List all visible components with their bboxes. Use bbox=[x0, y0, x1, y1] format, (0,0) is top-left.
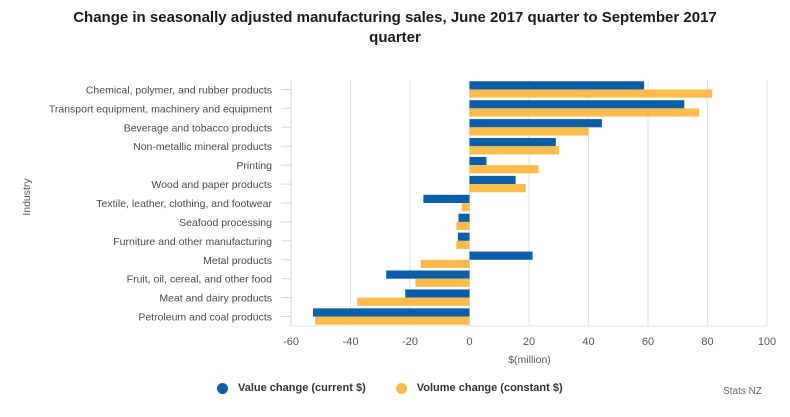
bar-volume-change bbox=[469, 165, 539, 174]
legend-dot-volume-icon bbox=[395, 382, 407, 394]
bar-volume-change bbox=[469, 108, 700, 117]
x-tick-label: 60 bbox=[642, 336, 654, 348]
bar-volume-change bbox=[456, 221, 470, 231]
category-label: Meat and dairy products bbox=[159, 293, 272, 305]
x-tick-label: -60 bbox=[283, 336, 299, 348]
bar-value-change bbox=[405, 289, 470, 298]
x-tick-labels: -60 -40 -20 0 20 40 60 80 100 bbox=[283, 336, 776, 348]
bars bbox=[313, 81, 713, 325]
category-label: Textile, leather, clothing, and footwear bbox=[96, 198, 272, 210]
category-label: Transport equipment, machinery and equip… bbox=[49, 103, 272, 115]
y-axis-title: Industry bbox=[21, 178, 33, 216]
bar-value-change bbox=[313, 308, 470, 317]
bar-volume-change bbox=[461, 203, 470, 212]
bar-value-change bbox=[457, 232, 470, 241]
bar-value-change bbox=[469, 81, 645, 90]
bar-volume-change bbox=[357, 297, 470, 306]
bar-value-change bbox=[458, 213, 470, 222]
legend-item-volume[interactable]: Volume change (constant $) bbox=[395, 382, 563, 394]
source-credit: Stats NZ bbox=[723, 386, 762, 397]
bar-volume-change bbox=[415, 278, 470, 287]
bar-volume-change bbox=[469, 146, 559, 155]
x-tick-label: -20 bbox=[402, 336, 418, 348]
bar-value-change bbox=[423, 194, 470, 203]
bar-volume-change bbox=[456, 240, 470, 250]
x-tick-label: 0 bbox=[466, 336, 472, 348]
bar-value-change bbox=[469, 119, 602, 128]
legend-item-value[interactable]: Value change (current $) bbox=[217, 382, 366, 394]
bar-value-change bbox=[469, 156, 487, 166]
bar-value-change bbox=[469, 175, 516, 185]
x-tick-label: 20 bbox=[523, 336, 535, 348]
category-label: Seafood processing bbox=[179, 217, 272, 229]
category-label: Beverage and tobacco products bbox=[124, 122, 272, 134]
category-label: Petroleum and coal products bbox=[138, 312, 272, 324]
x-tick-label: 100 bbox=[758, 336, 776, 348]
chart-title-line-1: Change in seasonally adjusted manufactur… bbox=[73, 9, 717, 26]
x-axis-title: $(million) bbox=[508, 354, 551, 366]
chart-title: Change in seasonally adjusted manufactur… bbox=[0, 8, 790, 48]
bar-volume-change bbox=[315, 316, 470, 325]
gridlines bbox=[290, 80, 768, 327]
category-label: Printing bbox=[236, 160, 272, 172]
x-tick-label: 40 bbox=[582, 336, 594, 348]
bar-volume-change bbox=[469, 89, 713, 98]
bar-value-change bbox=[469, 251, 533, 260]
bar-value-change bbox=[469, 138, 556, 147]
bar-value-change bbox=[386, 270, 470, 279]
legend-dot-value-icon bbox=[217, 382, 228, 394]
category-labels: Chemical, polymer, and rubber products Tr… bbox=[49, 84, 291, 324]
category-label: Metal products bbox=[203, 255, 272, 267]
category-label: Wood and paper products bbox=[151, 179, 272, 191]
bar-volume-change bbox=[420, 259, 470, 268]
legend: Value change (current $) Volume change (… bbox=[217, 382, 593, 394]
category-label: Furniture and other manufacturing bbox=[113, 236, 272, 248]
x-tick-label: 80 bbox=[701, 336, 713, 348]
x-tick-label: -40 bbox=[343, 336, 359, 348]
bar-volume-change bbox=[469, 127, 589, 136]
chart-title-line-2: quarter bbox=[369, 29, 421, 46]
category-label: Fruit, oil, cereal, and other food bbox=[127, 274, 272, 286]
category-label: Chemical, polymer, and rubber products bbox=[86, 84, 272, 96]
bar-value-change bbox=[469, 100, 685, 109]
category-label: Non-metallic mineral products bbox=[133, 141, 272, 153]
legend-label-value: Value change (current $) bbox=[238, 382, 366, 394]
bar-volume-change bbox=[469, 184, 526, 193]
legend-label-volume: Volume change (constant $) bbox=[416, 382, 563, 394]
